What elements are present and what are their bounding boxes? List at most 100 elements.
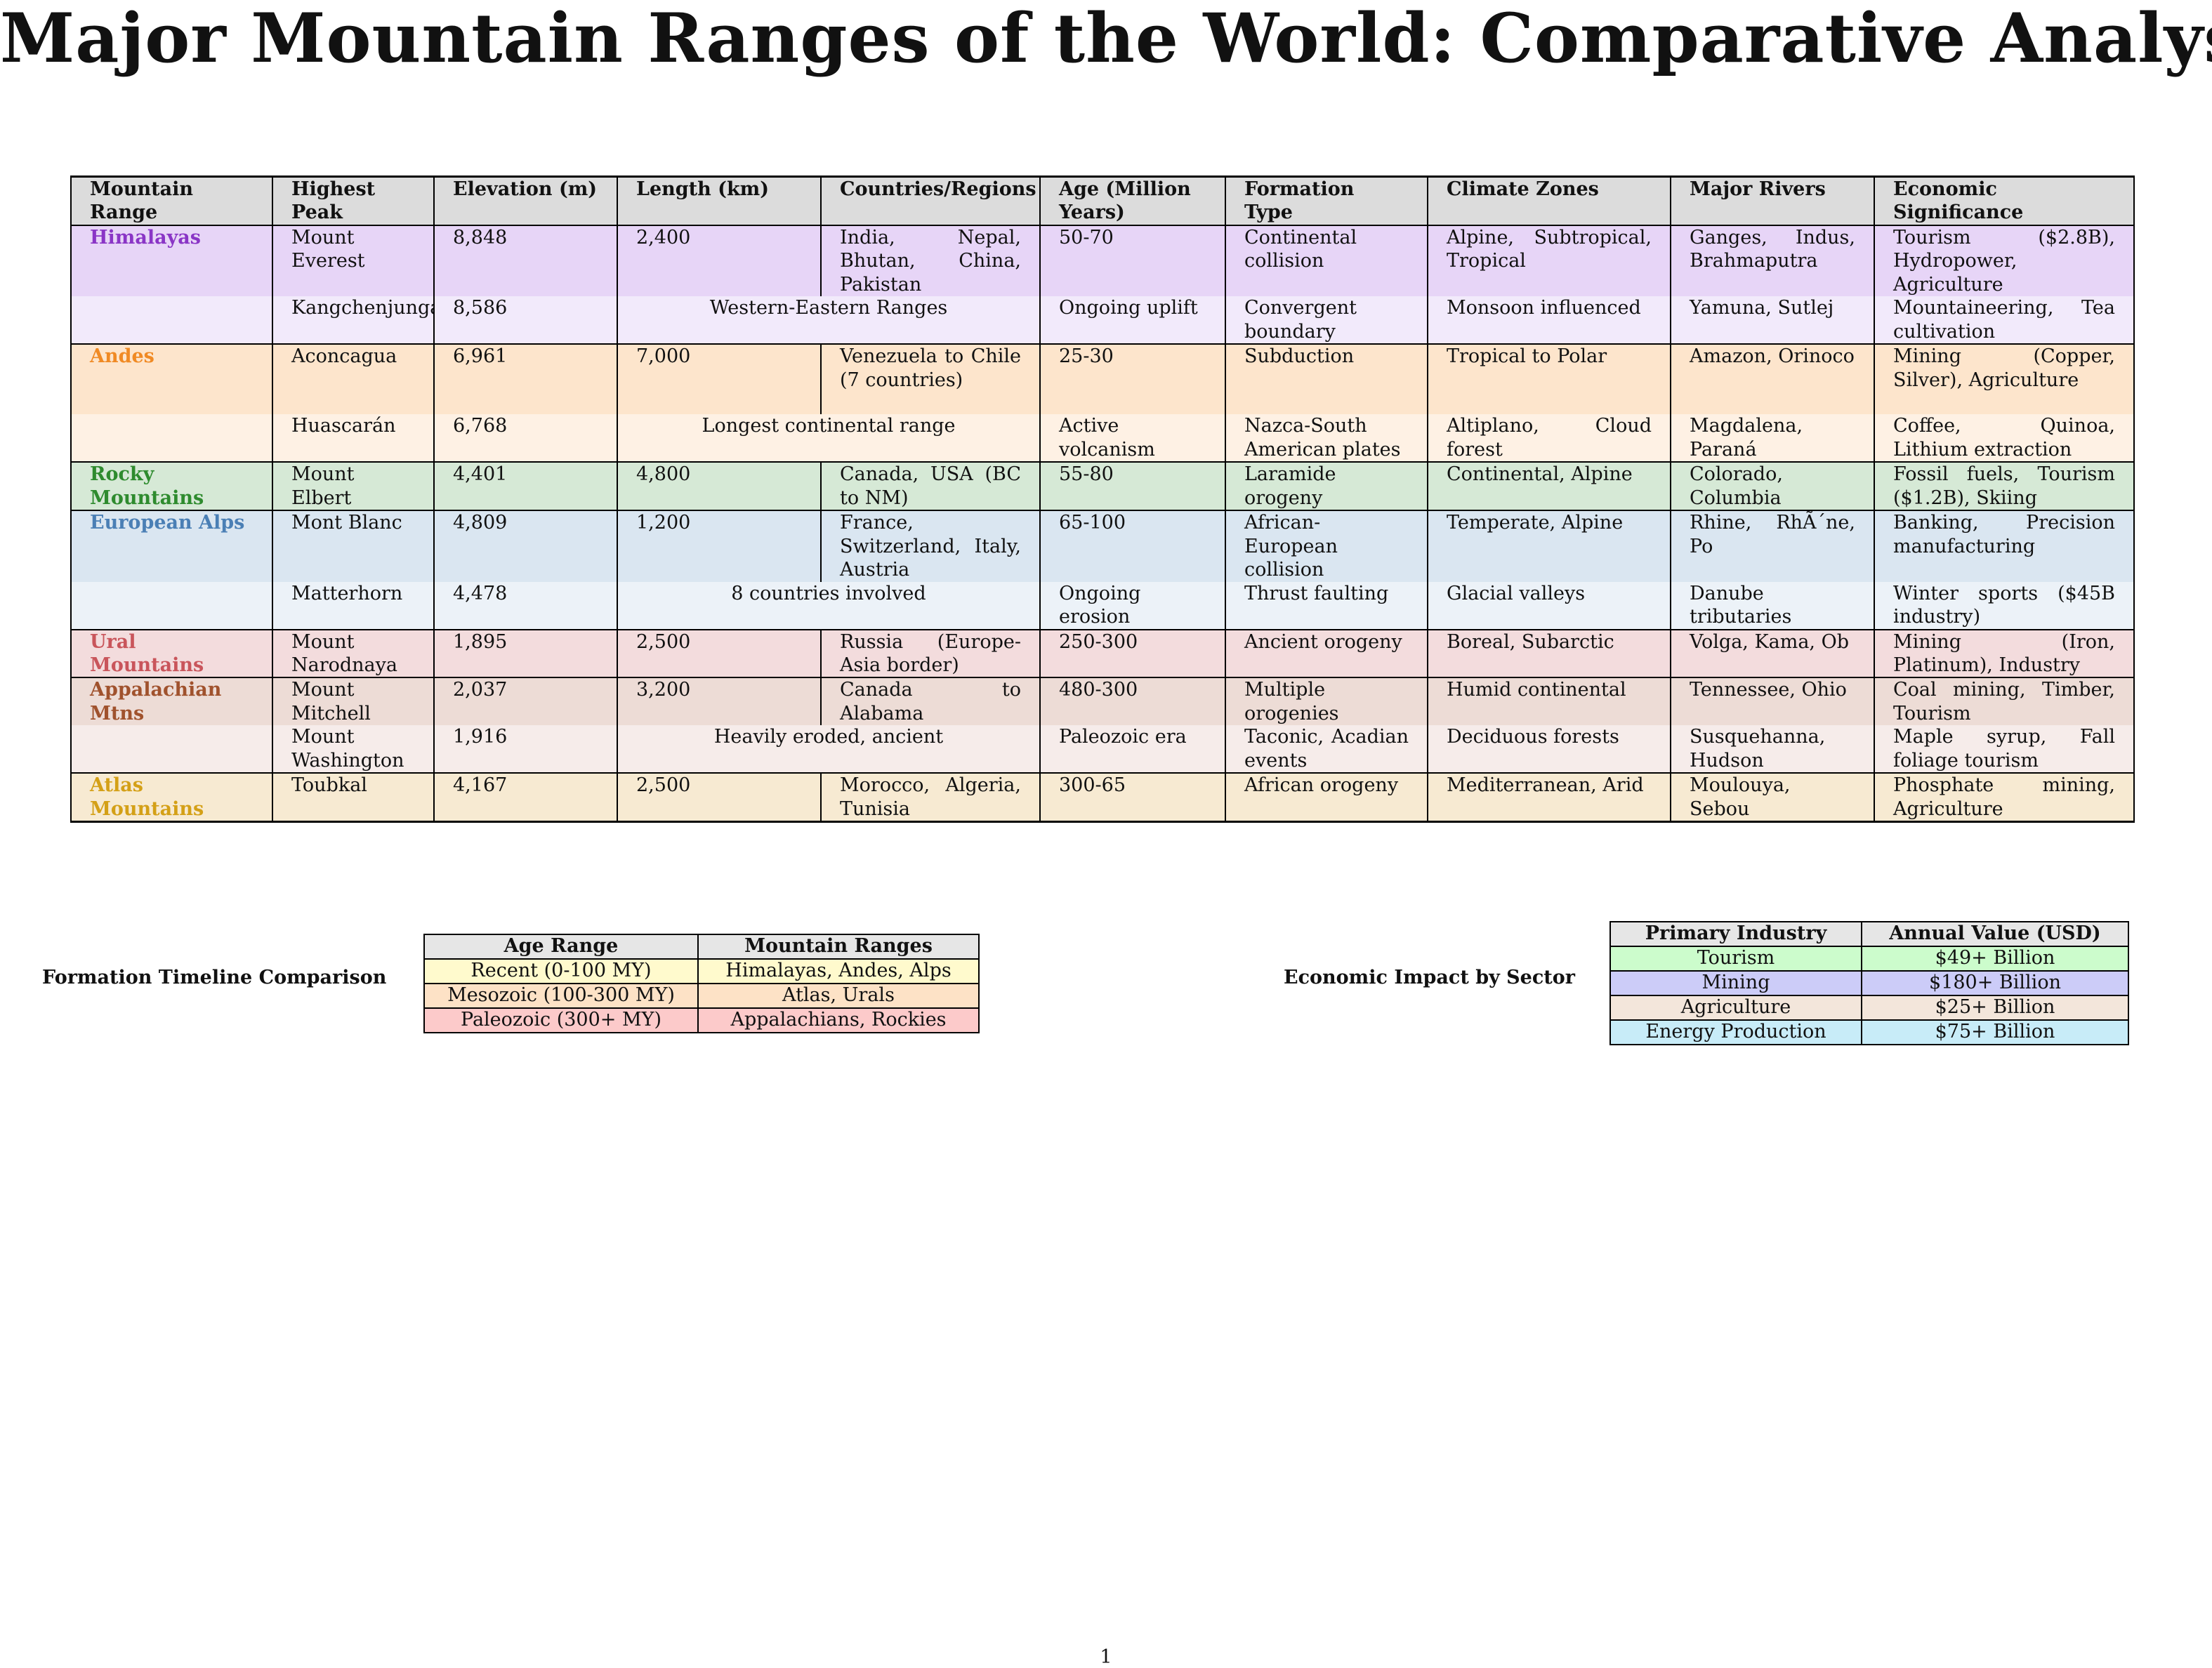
header-mountain-range: Mountain Range <box>70 175 273 226</box>
header-elevation: Elevation (m) <box>433 175 618 226</box>
table-row: Mount Washington 1,916 Heavily eroded, anc… <box>70 725 2135 774</box>
timeline-cell-age: Paleozoic (300+ MY) <box>423 1007 699 1033</box>
cell-countries: Canada, USA (BC to NM) <box>820 461 1041 511</box>
table-row: Atlas Mountains Toubkal 4,167 2,500 Morocco,… <box>70 772 2135 823</box>
cell-elevation: 8,586 <box>433 296 618 345</box>
cell-merged-note: Heavily eroded, ancient <box>617 725 1041 774</box>
cell-age: 55-80 <box>1039 461 1226 511</box>
table-row: Matterhorn 4,478 8 countries involved Ongoi… <box>70 581 2135 630</box>
cell-countries: Canada to Alabama <box>820 677 1041 726</box>
cell-mountain-range: Ural Mountains <box>70 628 273 678</box>
cell-economic: Coffee, Quinoa, Lithium extraction <box>1874 414 2135 463</box>
cell-rivers: Danube tributaries <box>1670 581 1875 630</box>
economic-header-industry: Primary Industry <box>1609 921 1862 947</box>
cell-mountain-range: European Alps <box>70 510 273 582</box>
economic-table: Primary Industry Annual Value (USD) Tour… <box>1609 921 2129 1045</box>
cell-age: Active volcanism <box>1039 414 1226 463</box>
cell-merged-note: 8 countries involved <box>617 581 1041 630</box>
cell-formation: Continental collision <box>1225 224 1428 297</box>
cell-economic: Maple syrup, Fall foliage tourism <box>1874 725 2135 774</box>
cell-elevation: 2,037 <box>433 677 618 726</box>
cell-elevation: 8,848 <box>433 224 618 297</box>
cell-climate: Mediterranean, Arid <box>1427 772 1671 823</box>
cell-highest-peak: Toubkal <box>272 772 435 823</box>
cell-length: 2,400 <box>617 224 822 297</box>
cell-climate: Monsoon influenced <box>1427 296 1671 345</box>
economic-cell-value: $180+ Billion <box>1861 969 2129 996</box>
economic-cell-industry: Energy Production <box>1609 1019 1862 1045</box>
cell-formation: Convergent boundary <box>1225 296 1428 345</box>
cell-age: Ongoing uplift <box>1039 296 1226 345</box>
cell-climate: Altiplano, Cloud forest <box>1427 414 1671 463</box>
timeline-caption: Formation Timeline Comparison <box>42 967 387 988</box>
economic-header-row: Primary Industry Annual Value (USD) <box>1609 921 2129 947</box>
economic-row: Mining $180+ Billion <box>1609 969 2129 996</box>
timeline-header-age: Age Range <box>423 934 699 960</box>
timeline-cell-ranges: Atlas, Urals <box>697 982 980 1009</box>
cell-climate: Deciduous forests <box>1427 725 1671 774</box>
economic-cell-industry: Tourism <box>1609 945 1862 972</box>
economic-cell-value: $75+ Billion <box>1861 1019 2129 1045</box>
cell-climate: Humid continental <box>1427 677 1671 726</box>
cell-highest-peak: Matterhorn <box>272 581 435 630</box>
cell-length: 7,000 <box>617 343 822 415</box>
cell-economic: Banking, Precision manufacturing <box>1874 510 2135 582</box>
cell-formation: Nazca-South American plates <box>1225 414 1428 463</box>
cell-economic: Mining (Copper, Silver), Agriculture <box>1874 343 2135 415</box>
economic-row: Agriculture $25+ Billion <box>1609 994 2129 1021</box>
cell-formation: Thrust faulting <box>1225 581 1428 630</box>
cell-rivers: Volga, Kama, Ob <box>1670 628 1875 678</box>
cell-economic: Mountaineering, Tea cultivation <box>1874 296 2135 345</box>
cell-countries: Venezuela to Chile (7 countries) <box>820 343 1041 415</box>
table-row: Ural Mountains Mount Narodnaya 1,895 2,500 R… <box>70 628 2135 678</box>
table-header-row: Mountain Range Highest Peak Elevation (m… <box>70 175 2135 226</box>
cell-highest-peak: Huascarán <box>272 414 435 463</box>
timeline-table: Age Range Mountain Ranges Recent (0-100 … <box>423 934 980 1033</box>
cell-age: 50-70 <box>1039 224 1226 297</box>
cell-economic: Tourism ($2.8B), Hydropower, Agriculture <box>1874 224 2135 297</box>
economic-cell-industry: Mining <box>1609 969 1862 996</box>
cell-rivers: Amazon, Orinoco <box>1670 343 1875 415</box>
header-economic: Economic Significance <box>1874 175 2135 226</box>
timeline-cell-age: Recent (0-100 MY) <box>423 958 699 984</box>
table-row: Huascarán 6,768 Longest continental range A… <box>70 414 2135 463</box>
cell-climate: Glacial valleys <box>1427 581 1671 630</box>
cell-countries: India, Nepal, Bhutan, China, Pakistan <box>820 224 1041 297</box>
cell-rivers: Ganges, Indus, Brahmaputra <box>1670 224 1875 297</box>
cell-climate: Continental, Alpine <box>1427 461 1671 511</box>
cell-mountain-range: Atlas Mountains <box>70 772 273 823</box>
page-title: Major Mountain Ranges of the World: Comp… <box>0 0 2212 78</box>
cell-climate: Boreal, Subarctic <box>1427 628 1671 678</box>
timeline-cell-ranges: Himalayas, Andes, Alps <box>697 958 980 984</box>
economic-cell-value: $25+ Billion <box>1861 994 2129 1021</box>
economic-row: Tourism $49+ Billion <box>1609 945 2129 972</box>
economic-cell-value: $49+ Billion <box>1861 945 2129 972</box>
cell-mountain-range <box>70 296 273 345</box>
cell-mountain-range: Himalayas <box>70 224 273 297</box>
cell-age: 300-65 <box>1039 772 1226 823</box>
cell-formation: Multiple orogenies <box>1225 677 1428 726</box>
cell-age: 480-300 <box>1039 677 1226 726</box>
cell-elevation: 6,768 <box>433 414 618 463</box>
cell-highest-peak: Mount Mitchell <box>272 677 435 726</box>
table-row: Andes Aconcagua 6,961 7,000 Venezuela to Chi… <box>70 343 2135 415</box>
cell-economic: Fossil fuels, Tourism ($1.2B), Skiing <box>1874 461 2135 511</box>
cell-mountain-range <box>70 414 273 463</box>
cell-economic: Winter sports ($45B industry) <box>1874 581 2135 630</box>
cell-climate: Temperate, Alpine <box>1427 510 1671 582</box>
table-row: Himalayas Mount Everest 8,848 2,400 India, N… <box>70 224 2135 297</box>
timeline-cell-ranges: Appalachians, Rockies <box>697 1007 980 1033</box>
cell-formation: Ancient orogeny <box>1225 628 1428 678</box>
cell-formation: African orogeny <box>1225 772 1428 823</box>
cell-rivers: Susquehanna, Hudson <box>1670 725 1875 774</box>
cell-climate: Alpine, Subtropical, Tropical <box>1427 224 1671 297</box>
table-row: Rocky Mountains Mount Elbert 4,401 4,800 Can… <box>70 461 2135 511</box>
cell-length: 2,500 <box>617 772 822 823</box>
cell-mountain-range <box>70 725 273 774</box>
cell-age: Ongoing erosion <box>1039 581 1226 630</box>
cell-elevation: 1,895 <box>433 628 618 678</box>
cell-highest-peak: Aconcagua <box>272 343 435 415</box>
cell-highest-peak: Mount Everest <box>272 224 435 297</box>
cell-rivers: Moulouya, Sebou <box>1670 772 1875 823</box>
header-formation: Formation Type <box>1225 175 1428 226</box>
